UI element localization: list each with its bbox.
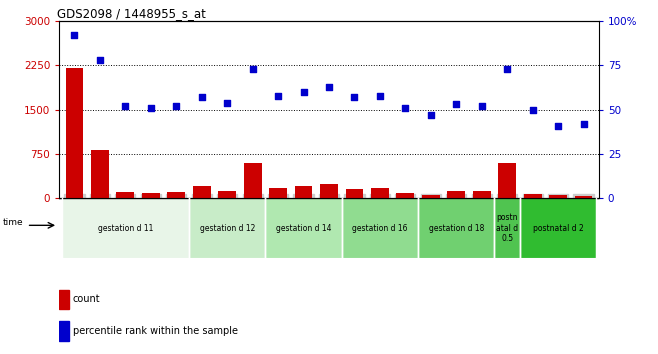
Bar [59, 290, 69, 309]
Bar [218, 191, 236, 198]
Bar [167, 192, 185, 198]
Bar [116, 192, 134, 198]
Text: postnatal d 2: postnatal d 2 [533, 224, 584, 233]
Point [95, 57, 105, 63]
Point [298, 89, 309, 95]
Text: GDS2098 / 1448955_s_at: GDS2098 / 1448955_s_at [57, 7, 205, 20]
Text: time: time [3, 218, 24, 227]
Point [197, 95, 207, 100]
Point [324, 84, 334, 90]
Point [120, 103, 131, 109]
Bar [524, 194, 542, 198]
Bar [422, 195, 440, 198]
Point [476, 103, 487, 109]
Point [578, 121, 589, 127]
Bar [494, 198, 520, 258]
Bar [91, 150, 109, 198]
Bar [142, 193, 160, 198]
Bar [66, 68, 84, 198]
Text: count: count [72, 294, 100, 304]
Bar [59, 321, 69, 341]
Bar [498, 164, 516, 198]
Point [451, 102, 461, 107]
Text: gestation d 18: gestation d 18 [428, 224, 484, 233]
Text: postn
atal d
0.5: postn atal d 0.5 [496, 213, 519, 243]
Point [69, 33, 80, 38]
Bar [447, 192, 465, 198]
Bar [574, 196, 592, 198]
Text: percentile rank within the sample: percentile rank within the sample [72, 326, 238, 336]
Bar [193, 186, 211, 198]
Bar [371, 188, 389, 198]
Bar [269, 188, 287, 198]
Bar [345, 189, 363, 198]
Point [247, 66, 258, 72]
Text: gestation d 16: gestation d 16 [352, 224, 408, 233]
Point [171, 103, 182, 109]
Point [273, 93, 284, 98]
Bar [473, 191, 491, 198]
Point [400, 105, 411, 111]
Bar [189, 198, 265, 258]
Bar [243, 164, 262, 198]
Bar [295, 185, 313, 198]
Point [553, 123, 563, 129]
Bar [418, 198, 494, 258]
Bar [320, 184, 338, 198]
Bar [265, 198, 342, 258]
Text: gestation d 14: gestation d 14 [276, 224, 331, 233]
Point [145, 105, 156, 111]
Point [222, 100, 232, 105]
Bar [549, 195, 567, 198]
Point [349, 95, 360, 100]
Point [374, 93, 385, 98]
Text: gestation d 11: gestation d 11 [97, 224, 153, 233]
Bar [396, 193, 415, 198]
Text: gestation d 12: gestation d 12 [199, 224, 255, 233]
Point [426, 112, 436, 118]
Bar [342, 198, 418, 258]
Bar [62, 198, 189, 258]
Bar [520, 198, 596, 258]
Point [527, 107, 538, 113]
Point [502, 66, 513, 72]
